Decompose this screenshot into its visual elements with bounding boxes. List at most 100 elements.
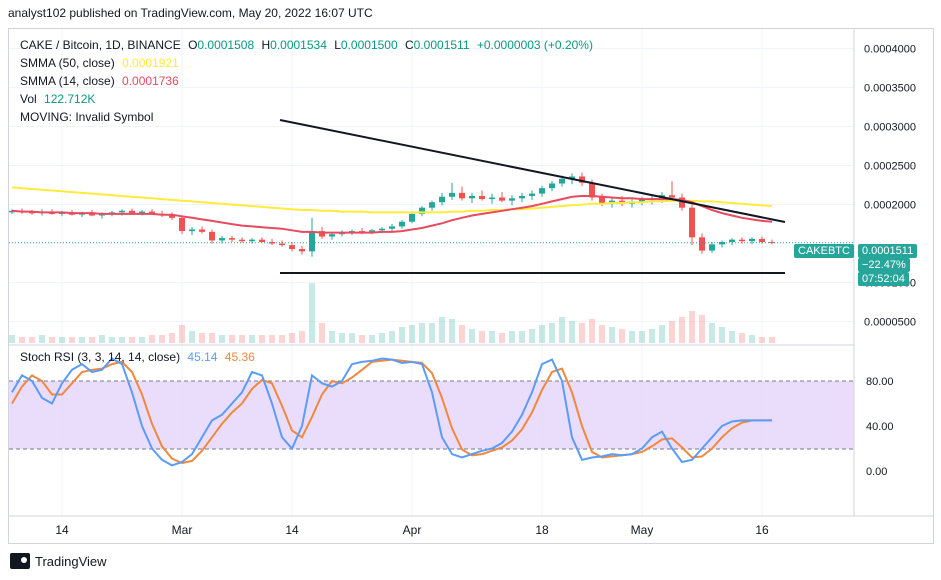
descending-trendline [279,119,786,223]
candle-body [89,213,95,216]
smma50-label: SMMA (50, close) [20,56,115,70]
symbol-row[interactable]: CAKE / Bitcoin, 1D, BINANCE O0.0001508 H… [20,36,593,54]
candle-body [709,244,715,251]
candle-body [119,210,125,213]
tradingview-footer[interactable]: TradingView [10,553,107,569]
price-axis-label: 0.0002000 [864,200,916,212]
volume-bar [409,325,415,343]
time-axis-label: 14 [55,523,69,537]
volume-bar [159,335,165,343]
volume-bar [469,329,475,343]
volume-bar [489,331,495,343]
ohlc-low: 0.0001500 [340,38,398,52]
ohlc-open: 0.0001508 [197,38,255,52]
volume-bar [509,331,515,343]
ohlc-h-label: H [261,38,271,52]
candle-body [399,221,405,227]
candle-body [539,188,545,194]
stoch-k-line [11,357,772,467]
volume-bar [289,333,295,343]
candle-body [469,195,475,199]
moving-row[interactable]: MOVING: Invalid Symbol [20,108,593,126]
volume-bar [329,331,335,343]
smma14-row[interactable]: SMMA (14, close) 0.0001736 [20,72,593,90]
smma50-value: 0.0001921 [122,56,179,70]
candle-body [219,238,225,241]
tradingview-wordmark: TradingView [35,553,107,569]
volume-bar [589,319,595,343]
candle-body [379,228,385,231]
smma14-value: 0.0001736 [122,74,179,88]
volume-bar [399,327,405,343]
candle-body [229,238,235,240]
time-axis-label: Apr [403,523,422,537]
candle-body [279,243,285,246]
volume-bar [109,337,115,343]
candle-body [389,226,395,229]
price-tag-change: −22.47% [858,258,910,272]
volume-bar [259,335,265,343]
volume-bar [729,331,735,343]
candle-body [759,238,765,243]
volume-bar [459,325,465,343]
price-axis-label: 0.0004000 [864,44,916,56]
symbol-title[interactable]: CAKE / Bitcoin, 1D, BINANCE [20,38,181,52]
candle-body [609,200,615,203]
smma14-label: SMMA (14, close) [20,74,115,88]
price-tag-countdown: 07:52:04 [858,272,909,286]
chart-frame [8,28,934,544]
volume-bar [449,319,455,343]
volume-bar [319,323,325,343]
smma-50-line [11,186,773,214]
volume-bar [539,325,545,343]
volume-bar [279,335,285,343]
time-axis: 14 Mar 14 Apr 18 May 16 [55,523,769,537]
stoch-rsi-legend[interactable]: Stoch RSI (3, 3, 14, 14, close) 45.14 45… [20,350,255,364]
candle-body [439,196,445,203]
smma-14-line [11,195,773,234]
volume-bar [39,335,45,343]
chart-legend: CAKE / Bitcoin, 1D, BINANCE O0.0001508 H… [20,36,593,126]
candle-body [129,210,135,214]
volume-bar [19,337,25,343]
candle-body [319,231,325,237]
volume-bar [239,335,245,343]
candle-body [189,229,195,232]
candle-body [569,176,575,179]
volume-bar [79,337,85,343]
candle-body [719,242,725,245]
volume-bar [379,333,385,343]
candle-body [249,239,255,242]
candle-body [699,237,705,251]
candle-body [459,192,465,199]
tradingview-logo-icon [10,553,30,569]
price-axis-label: 0.0000500 [864,317,916,329]
smma50-row[interactable]: SMMA (50, close) 0.0001921 [20,54,593,72]
volume-bar [629,331,635,343]
price-axis-label: 0.0003500 [864,83,916,95]
time-axis-label: 16 [755,523,769,537]
candle-body [309,231,315,252]
candle-body [359,231,365,233]
volume-bar [129,337,135,343]
stoch-rsi-axis: 80.00 40.00 0.00 [866,376,894,478]
volume-bar [199,333,205,343]
volume-bar [309,283,315,343]
volume-bar [709,323,715,343]
candle-body [579,176,585,183]
volume-bar [659,325,665,343]
volume-bar [249,335,255,343]
volume-bar [139,337,145,343]
candle-body [269,242,275,244]
candle-body [499,197,505,201]
ohlc-l-label: L [334,38,341,52]
volume-bar [649,329,655,343]
volume-bar [9,335,15,343]
stoch-rsi-label: Stoch RSI (3, 3, 14, 14, close) [20,350,181,364]
volume-row[interactable]: Vol 122.712K [20,90,593,108]
candle-body [259,239,265,243]
candle-body [449,192,455,197]
candle-body [209,231,215,241]
candle-body [179,217,185,232]
